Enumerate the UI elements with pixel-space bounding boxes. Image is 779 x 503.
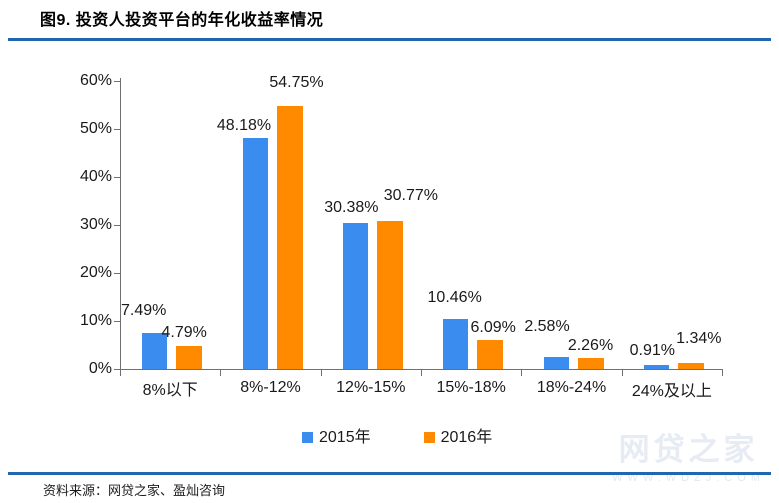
data-label-s0-c5: 0.91% bbox=[629, 341, 676, 359]
data-label-s0-c1: 48.18% bbox=[216, 116, 272, 134]
y-axis-tick bbox=[114, 81, 120, 82]
x-axis-tick bbox=[120, 369, 121, 376]
y-axis-tick bbox=[114, 225, 120, 226]
y-axis-label: 50% bbox=[79, 120, 112, 137]
y-axis-tick bbox=[114, 369, 120, 370]
bar-s1-c4 bbox=[577, 358, 604, 369]
y-axis-label: 0% bbox=[88, 360, 112, 377]
y-axis-tick bbox=[114, 321, 120, 322]
data-label-s1-c0: 4.79% bbox=[161, 324, 207, 341]
watermark: 网贷之家 www.wdzj.com bbox=[612, 432, 765, 485]
legend-swatch-icon bbox=[423, 432, 435, 443]
x-axis-tick bbox=[621, 369, 623, 376]
bar-s1-c1 bbox=[276, 106, 303, 369]
bar-s0-c0 bbox=[142, 333, 168, 369]
y-axis-label: 20% bbox=[79, 264, 112, 281]
bar-s0-c5 bbox=[643, 364, 669, 369]
y-axis-tick bbox=[114, 177, 120, 178]
y-axis-label: 60% bbox=[79, 72, 112, 89]
x-axis-category-label: 8%-12% bbox=[240, 379, 301, 396]
bar-s0-c1 bbox=[242, 137, 268, 369]
x-axis-tick bbox=[722, 369, 723, 376]
watermark-url: www.wdzj.com bbox=[612, 472, 765, 484]
legend-label: 2016年 bbox=[440, 429, 493, 446]
y-axis-tick bbox=[114, 129, 120, 130]
data-label-s1-c1: 54.75% bbox=[269, 74, 324, 92]
data-label-s0-c2: 30.38% bbox=[324, 199, 379, 217]
data-label-s1-c2: 30.77% bbox=[383, 187, 438, 205]
data-label-s1-c5: 1.34% bbox=[676, 329, 722, 347]
bar-s0-c2 bbox=[342, 223, 368, 369]
y-axis-tick bbox=[114, 273, 120, 274]
bottom-divider bbox=[8, 472, 771, 475]
source-note: 资料来源：网贷之家、盈灿咨询 bbox=[43, 483, 226, 498]
legend-item-2015: 2015年 bbox=[302, 429, 371, 446]
figure-title: 图9. 投资人投资平台的年化收益率情况 bbox=[40, 12, 324, 29]
data-label-s0-c3: 10.46% bbox=[427, 288, 482, 306]
bar-s1-c2 bbox=[376, 221, 403, 369]
bar-s1-c0 bbox=[176, 346, 203, 369]
bar-s1-c3 bbox=[477, 339, 504, 369]
y-axis-line bbox=[120, 78, 121, 370]
watermark-logo-text: 网贷之家 bbox=[618, 432, 759, 467]
y-axis-label: 40% bbox=[79, 168, 112, 185]
chart-legend: 2015年 2016年 bbox=[302, 429, 492, 446]
x-axis-category-label: 8%以下 bbox=[142, 382, 198, 399]
data-label-s0-c0: 7.49% bbox=[120, 302, 167, 320]
legend-item-2016: 2016年 bbox=[423, 429, 493, 446]
data-label-s1-c4: 2.26% bbox=[567, 337, 614, 355]
bar-s1-c5 bbox=[677, 362, 704, 369]
x-axis-category-label: 18%-24% bbox=[536, 379, 607, 396]
x-axis-category-label: 24%及以上 bbox=[631, 383, 712, 400]
legend-label: 2015年 bbox=[319, 429, 371, 446]
x-axis-tick bbox=[421, 369, 422, 376]
data-label-s0-c4: 2.58% bbox=[524, 317, 570, 335]
bar-s0-c4 bbox=[543, 356, 569, 369]
legend-swatch-icon bbox=[302, 432, 313, 443]
data-label-s1-c3: 6.09% bbox=[470, 318, 516, 336]
x-axis-category-label: 15%-18% bbox=[436, 379, 506, 396]
y-axis-label: 30% bbox=[79, 216, 112, 233]
top-divider bbox=[8, 38, 771, 41]
x-axis-tick bbox=[521, 369, 523, 376]
x-axis-category-label: 12%-15% bbox=[336, 379, 406, 396]
x-axis-tick bbox=[320, 369, 322, 376]
x-axis-tick bbox=[220, 369, 222, 376]
y-axis-label: 10% bbox=[79, 312, 112, 329]
bar-s0-c3 bbox=[443, 318, 469, 369]
